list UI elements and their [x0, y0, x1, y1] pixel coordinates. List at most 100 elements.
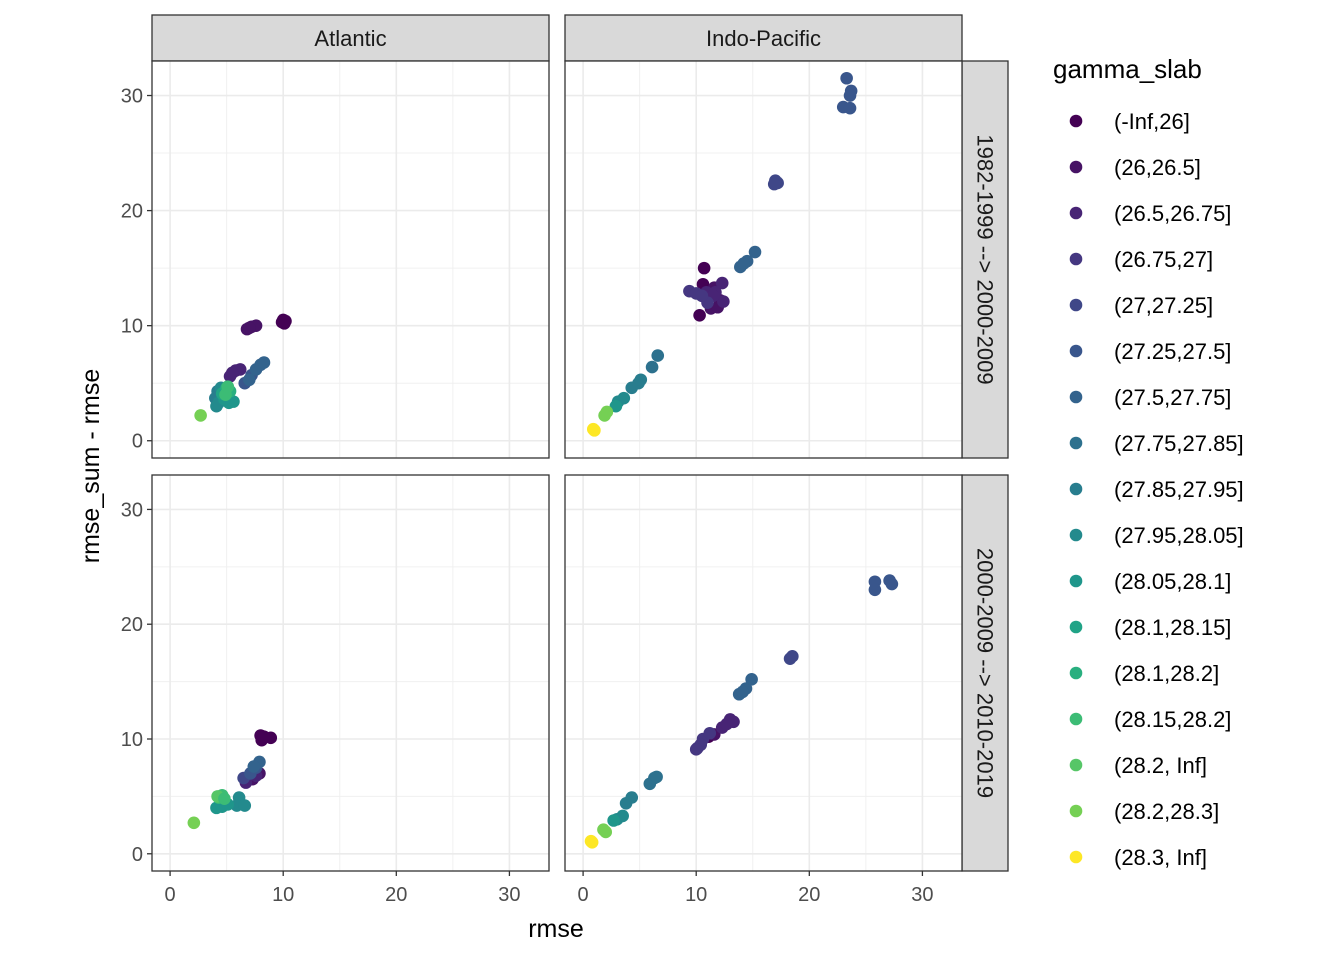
legend-key — [1069, 206, 1083, 220]
data-point — [885, 577, 899, 591]
row-strip-label: 2000-2009 --> 2010-2019 — [973, 548, 998, 798]
x-tick-label: 10 — [685, 884, 707, 906]
legend-label: (27.85,27.95] — [1114, 477, 1244, 502]
legend-label: (27.95,28.05] — [1114, 523, 1244, 548]
legend-label: (28.1,28.2] — [1114, 661, 1219, 686]
y-tick-label: 20 — [121, 201, 143, 223]
facet-strip-label: Indo-Pacific — [706, 26, 821, 51]
data-point — [715, 276, 729, 290]
data-point — [607, 814, 620, 827]
data-point — [703, 726, 717, 740]
y-tick-label: 30 — [121, 499, 143, 521]
data-point — [218, 792, 231, 805]
panel-1-1 — [564, 474, 963, 872]
data-point — [745, 673, 758, 686]
x-tick-label: 20 — [798, 884, 820, 906]
legend-label: (27.25,27.5] — [1114, 339, 1231, 364]
legend-label: (28.15,28.2] — [1114, 707, 1231, 732]
data-point — [247, 760, 261, 773]
legend-key — [1069, 574, 1083, 588]
data-point — [238, 799, 252, 812]
panel-1-0 — [151, 474, 550, 872]
data-point — [737, 257, 751, 270]
data-point — [625, 791, 639, 804]
legend-key — [1069, 804, 1083, 818]
legend-key — [1069, 344, 1083, 358]
data-point — [221, 380, 235, 393]
data-point — [242, 321, 256, 335]
data-point — [717, 295, 730, 308]
legend-key — [1069, 850, 1083, 864]
panel-border — [151, 60, 550, 459]
x-tick-label: 10 — [272, 884, 294, 906]
facet-strip-1 — [564, 14, 963, 62]
legend-key — [1069, 298, 1083, 312]
data-point — [843, 101, 857, 115]
panel-border — [564, 60, 963, 459]
panel-border — [151, 474, 550, 872]
legend-label: (27.75,27.85] — [1114, 431, 1244, 456]
legend-label: (28.3, Inf] — [1114, 845, 1207, 870]
data-point — [843, 89, 857, 102]
legend-label: (26.75,27] — [1114, 247, 1213, 272]
y-tick-label: 10 — [121, 316, 143, 338]
data-point — [720, 717, 734, 731]
panel-border — [564, 474, 963, 872]
legend-label: (28.05,28.1] — [1114, 569, 1231, 594]
data-point — [748, 245, 762, 259]
legend-label: (27.5,27.75] — [1114, 385, 1231, 410]
y-tick-label: 0 — [132, 844, 143, 866]
legend-label: (26.5,26.75] — [1114, 201, 1231, 226]
data-point — [242, 373, 256, 387]
facet-panels: Atlantic Indo-Pacific 1982-1999 --> 2000-2… — [151, 14, 1009, 872]
y-tick-label: 0 — [132, 431, 143, 453]
data-point — [651, 349, 665, 362]
data-point — [598, 409, 611, 422]
data-point — [645, 360, 659, 374]
legend-key — [1069, 620, 1083, 634]
legend: gamma_slab (-Inf,26] (26,26.5] (26.5,26.75… — [1053, 54, 1244, 870]
legend-key — [1069, 758, 1083, 772]
row-strip-label: 1982-1999 --> 2000-2009 — [973, 134, 998, 384]
data-point — [279, 314, 292, 328]
y-tick-label: 20 — [121, 614, 143, 636]
facet-strip-0 — [151, 14, 550, 62]
data-point — [187, 816, 201, 830]
legend-key — [1069, 390, 1083, 404]
data-point — [689, 743, 703, 756]
y-tick-label: 30 — [121, 86, 143, 108]
legend-key — [1069, 528, 1083, 542]
data-point — [257, 356, 271, 369]
axes: 0 10 20 30 0 10 20 30 0 10 20 30 0 10 20 30 — [121, 86, 934, 906]
legend-key — [1069, 252, 1083, 266]
y-axis-title: rmse_sum - rmse — [77, 369, 105, 563]
row-strip-0 — [961, 60, 1009, 459]
legend-key — [1069, 160, 1083, 174]
data-point — [786, 650, 799, 663]
legend-title: gamma_slab — [1053, 54, 1202, 84]
panel-0-1 — [564, 60, 963, 459]
row-strip-1 — [961, 474, 1009, 872]
data-point — [736, 685, 749, 699]
data-point — [693, 309, 706, 322]
data-point — [226, 366, 239, 380]
legend-label: (28.1,28.15] — [1114, 615, 1231, 640]
data-point — [257, 730, 271, 744]
legend-label: (26,26.5] — [1114, 155, 1201, 180]
data-point — [634, 373, 648, 387]
data-point — [767, 177, 781, 191]
facet-strip-label: Atlantic — [314, 26, 386, 51]
legend-key — [1069, 482, 1083, 496]
data-point — [588, 424, 601, 437]
legend-label: (28.2, Inf] — [1114, 753, 1207, 778]
legend-key — [1069, 666, 1083, 680]
legend-label: (28.2,28.3] — [1114, 799, 1219, 824]
x-tick-label: 20 — [385, 884, 407, 906]
data-point — [650, 770, 663, 784]
legend-label: (27,27.25] — [1114, 293, 1213, 318]
panel-0-0 — [151, 60, 550, 459]
y-tick-label: 10 — [121, 729, 143, 751]
data-point — [194, 409, 207, 422]
data-point — [697, 261, 711, 275]
legend-key — [1069, 114, 1083, 128]
